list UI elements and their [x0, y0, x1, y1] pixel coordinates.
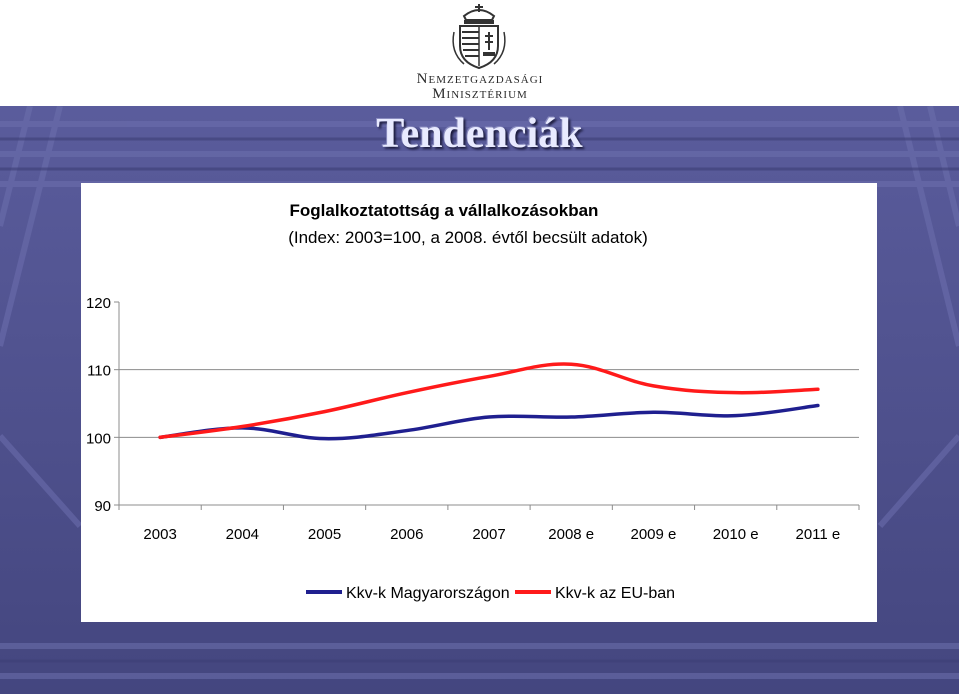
legend-label-2: Kkv-k az EU-ban [555, 585, 675, 602]
x-tick-label: 2010 e [713, 526, 759, 543]
x-tick-label: 2004 [226, 526, 259, 543]
x-tick-label: 2005 [308, 526, 341, 543]
series-line-2 [158, 362, 820, 440]
x-tick-label: 2008 e [548, 526, 594, 543]
y-tick-label: 90 [94, 498, 111, 515]
y-tick-label: 100 [86, 430, 111, 447]
chart-subtitle: (Index: 2003=100, a 2008. évtől becsült … [288, 228, 648, 247]
ministry-line2: Minisztérium [432, 86, 528, 102]
y-tick-label: 110 [87, 363, 111, 380]
chart-panel: Foglalkoztatottság a vállalkozásokban (I… [81, 183, 877, 622]
ministry-line1: Nemzetgazdasági [416, 71, 544, 87]
ministry-name: Nemzetgazdasági Minisztérium [330, 72, 630, 102]
header: Nemzetgazdasági Minisztérium [0, 0, 959, 106]
slide-title: Tendenciák [376, 111, 583, 157]
x-tick-label: 2003 [143, 526, 176, 543]
legend-label-1: Kkv-k Magyarországon [346, 585, 510, 602]
series-line-1 [158, 403, 820, 441]
y-tick-label: 120 [86, 295, 111, 312]
chart-title: Foglalkoztatottság a vállalkozásokban [290, 201, 599, 220]
x-tick-label: 2007 [472, 526, 505, 543]
coat-of-arms-icon [452, 4, 506, 70]
x-tick-label: 2006 [390, 526, 423, 543]
x-tick-label: 2009 e [630, 526, 676, 543]
line-chart: Foglalkoztatottság a vállalkozásokban (I… [86, 201, 860, 602]
x-tick-label: 2011 e [796, 526, 841, 543]
